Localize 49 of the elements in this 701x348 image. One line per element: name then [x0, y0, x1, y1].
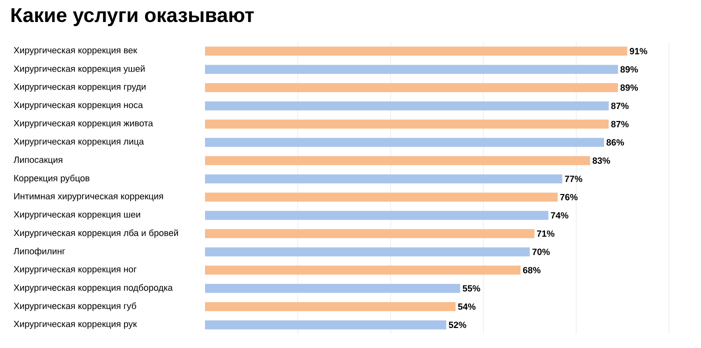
y-tick-label: Хирургическая коррекция живота [14, 120, 154, 128]
y-tick-label: Хирургическая коррекция лица [14, 138, 144, 146]
y-tick-label: Хирургическая коррекция ушей [14, 65, 145, 74]
bar [205, 247, 530, 256]
bar [205, 266, 521, 275]
chart-title: Какие услуги оказывают [12, 8, 254, 26]
data-label: 87% [611, 120, 629, 128]
data-label: 89% [620, 84, 638, 91]
y-tick-label: Липосакция [14, 156, 62, 165]
data-label: 87% [611, 102, 629, 110]
bar [205, 302, 456, 312]
y-tick-label: Хирургическая коррекция ног [14, 266, 136, 274]
bar [205, 120, 609, 129]
y-tick-label: Хирургическая коррекция век [14, 47, 138, 56]
bar [205, 320, 446, 330]
y-tick-label: Коррекция рубцов [14, 174, 90, 184]
y-tick-label: Хирургическая коррекция рук [14, 320, 137, 329]
y-tick-label: Хирургическая коррекция шеи [14, 211, 140, 220]
y-tick-label: Хирургическая коррекция носа [14, 102, 143, 110]
y-tick-label: Липофилинг [14, 248, 66, 256]
bar [205, 174, 562, 184]
data-label: 70% [532, 248, 550, 256]
bar [205, 138, 604, 147]
data-label: 76% [560, 194, 578, 200]
bar [205, 64, 618, 74]
bar [205, 101, 609, 110]
data-label: 71% [537, 230, 554, 237]
bar [205, 284, 460, 293]
data-label: 55% [462, 285, 480, 292]
bar [205, 83, 618, 92]
data-label: 74% [550, 212, 568, 219]
data-label: 52% [448, 322, 466, 328]
bar [205, 192, 558, 202]
y-tick-label: Хирургическая коррекция губ [14, 302, 136, 311]
y-tick-label: Хирургическая коррекция подбородка [14, 284, 173, 293]
bar [205, 229, 534, 238]
y-tick-label: Хирургическая коррекция груди [14, 84, 146, 92]
bar [205, 210, 548, 220]
data-label: 54% [458, 303, 476, 310]
data-label: 86% [606, 139, 624, 146]
bar [205, 46, 628, 56]
data-label: 83% [592, 157, 610, 164]
y-tick-label: Хирургическая коррекция лба и бровей [14, 229, 178, 238]
data-label: 68% [523, 266, 540, 274]
data-label: 89% [620, 66, 638, 73]
data-label: 91% [630, 48, 648, 54]
bar [205, 156, 590, 166]
data-label: 77% [564, 176, 582, 182]
y-tick-label: Интимная хирургическая коррекция [14, 193, 163, 202]
